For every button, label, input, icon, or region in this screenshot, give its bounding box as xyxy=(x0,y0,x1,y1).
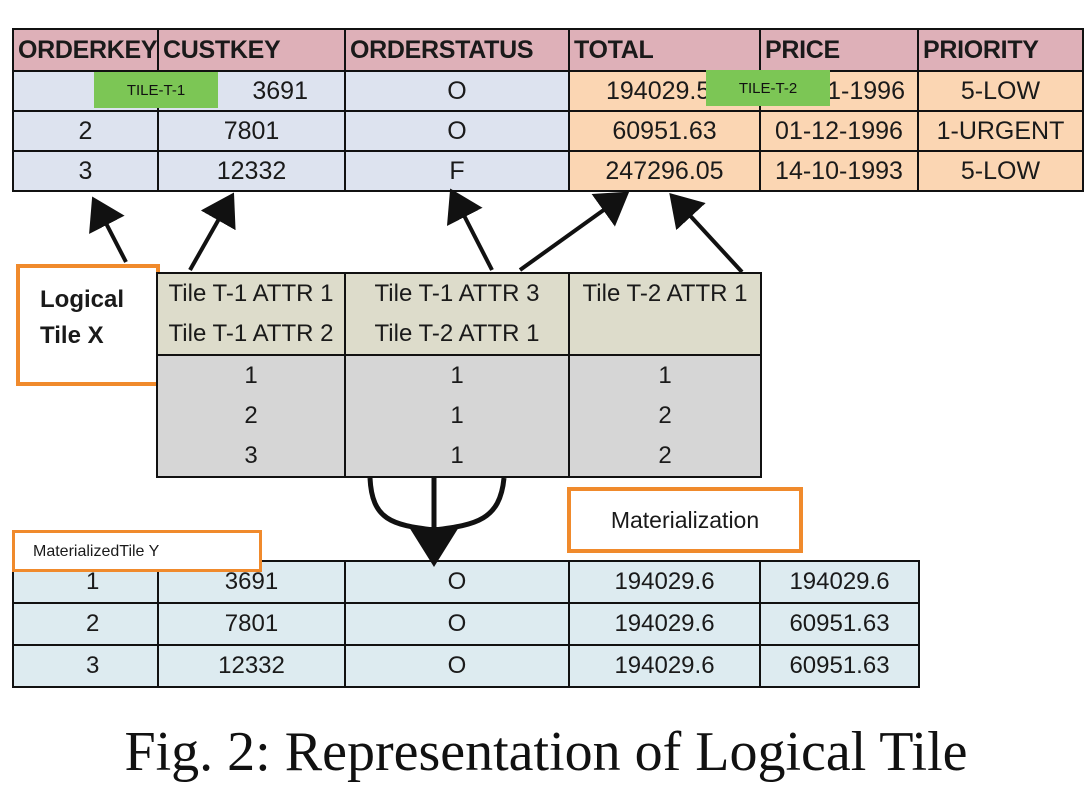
offset-value: 1 xyxy=(450,442,464,469)
table-cell: 194029.6 xyxy=(759,560,920,604)
orders-header-orderstatus: ORDERSTATUS xyxy=(344,28,570,72)
logical-tile-label: Logical Tile X xyxy=(16,264,160,386)
orders-header-priority: PRIORITY xyxy=(917,28,1084,72)
table-cell: 5-LOW xyxy=(917,70,1084,112)
table-cell: 5-LOW xyxy=(917,150,1084,192)
logical-tile-column-header: Tile T-1 ATTR 1 Tile T-1 ATTR 2 xyxy=(156,272,346,356)
table-cell: O xyxy=(344,70,570,112)
logical-tile-table: Tile T-1 ATTR 1 Tile T-1 ATTR 2 Tile T-1… xyxy=(156,272,762,478)
table-row: 2 7801 O 60951.63 01-12-1996 1-URGENT xyxy=(12,110,1084,152)
arrow-to-custkey xyxy=(188,192,236,271)
logical-tile-body-row: 1 2 3 1 1 1 1 2 2 xyxy=(156,354,762,478)
table-cell: 60951.63 xyxy=(568,110,761,152)
table-cell: 247296.05 xyxy=(568,150,761,192)
table-cell: O xyxy=(344,560,570,604)
figure-caption: Fig. 2: Representation of Logical Tile xyxy=(124,721,968,783)
logical-tile-label-line2: Tile X xyxy=(40,322,104,349)
offset-value: 2 xyxy=(658,402,672,429)
table-cell: 194029.6 xyxy=(568,644,761,688)
table-cell: 7801 xyxy=(157,110,346,152)
table-cell: 12332 xyxy=(157,644,346,688)
offset-value: 1 xyxy=(450,402,464,429)
orders-header-orderkey: ORDERKEY xyxy=(12,28,159,72)
table-row: 3 12332 F 247296.05 14-10-1993 5-LOW xyxy=(12,150,1084,192)
table-row: 2 7801 O 194029.6 60951.63 xyxy=(12,602,920,646)
offset-value: 1 xyxy=(658,362,672,389)
logical-tile-column-values: 1 2 2 xyxy=(568,354,762,478)
arrow-to-orderstatus xyxy=(446,188,494,271)
table-row: 1 3691 O 194029.6 194029.6 xyxy=(12,560,920,604)
header-line: Tile T-2 ATTR 1 xyxy=(582,280,748,307)
logical-tile-label-line1: Logical xyxy=(40,286,125,313)
orders-header-total: TOTAL xyxy=(568,28,761,72)
arrow-to-total-from-col3 xyxy=(669,193,744,274)
table-cell: 7801 xyxy=(157,602,346,646)
orders-header-custkey: CUSTKEY xyxy=(157,28,346,72)
table-cell: 14-10-1993 xyxy=(759,150,919,192)
table-cell: 3 xyxy=(12,644,159,688)
orders-header-row: ORDERKEY CUSTKEY ORDERSTATUS TOTAL PRICE… xyxy=(12,28,1084,72)
logical-tile-column-values: 1 2 3 xyxy=(156,354,346,478)
table-row: 1 3691 O 194029.5 1-1996 5-LOW xyxy=(12,70,1084,112)
logical-tile-column-header: Tile T-1 ATTR 3 Tile T-2 ATTR 1 xyxy=(344,272,570,356)
table-cell: 2 xyxy=(12,602,159,646)
arrow-to-orderkey xyxy=(89,196,128,263)
table-cell: O xyxy=(344,110,570,152)
table-cell: F xyxy=(344,150,570,192)
orders-header-price: PRICE xyxy=(759,28,919,72)
materialized-tile-label: MaterializedTile Y xyxy=(12,530,262,572)
table-cell: 01-12-1996 xyxy=(759,110,919,152)
table-row: 3 12332 O 194029.6 60951.63 xyxy=(12,644,920,688)
table-cell: 194029.6 xyxy=(568,560,761,604)
offset-value: 1 xyxy=(244,362,258,389)
materialized-tile-table: 1 3691 O 194029.6 194029.6 2 7801 O 1940… xyxy=(12,560,920,688)
offset-value: 1 xyxy=(450,362,464,389)
header-line: Tile T-1 ATTR 2 xyxy=(168,320,334,347)
table-cell: 1-URGENT xyxy=(917,110,1084,152)
table-cell: O xyxy=(344,602,570,646)
tile-t1-tag: TILE-T-1 xyxy=(94,72,218,108)
logical-tile-column-header: Tile T-2 ATTR 1 xyxy=(568,272,762,356)
table-cell: 60951.63 xyxy=(759,644,920,688)
header-line: Tile T-1 ATTR 1 xyxy=(168,280,334,307)
offset-value: 2 xyxy=(244,402,258,429)
logical-tile-header-row: Tile T-1 ATTR 1 Tile T-1 ATTR 2 Tile T-1… xyxy=(156,272,762,356)
tile-t2-tag: TILE-T-2 xyxy=(706,70,830,106)
offset-value: 3 xyxy=(244,442,258,469)
header-line: Tile T-2 ATTR 1 xyxy=(374,320,540,347)
table-cell: 12332 xyxy=(157,150,346,192)
table-cell: 2 xyxy=(12,110,159,152)
materialization-label: Materialization xyxy=(567,487,803,553)
orders-table: ORDERKEY CUSTKEY ORDERSTATUS TOTAL PRICE… xyxy=(12,28,1084,192)
header-line: Tile T-1 ATTR 3 xyxy=(374,280,540,307)
materialization-brace xyxy=(367,477,507,533)
table-cell: 60951.63 xyxy=(759,602,920,646)
logical-tile-column-values: 1 1 1 xyxy=(344,354,570,478)
offset-value: 2 xyxy=(658,442,672,469)
table-cell: 194029.6 xyxy=(568,602,761,646)
table-cell: 3 xyxy=(12,150,159,192)
arrow-to-total-from-col2 xyxy=(518,191,630,272)
table-cell: O xyxy=(344,644,570,688)
